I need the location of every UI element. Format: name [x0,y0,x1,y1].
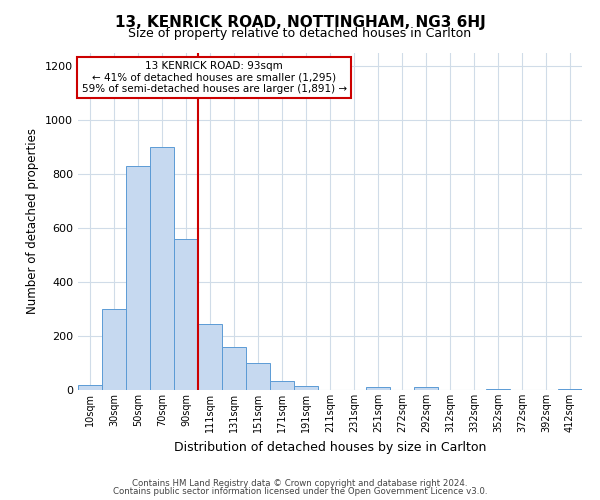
Bar [174,239,198,390]
Bar [198,324,222,390]
Y-axis label: Number of detached properties: Number of detached properties [26,128,40,314]
Text: Contains HM Land Registry data © Crown copyright and database right 2024.: Contains HM Land Registry data © Crown c… [132,478,468,488]
Bar [150,147,174,390]
Bar [366,388,390,390]
Text: Size of property relative to detached houses in Carlton: Size of property relative to detached ho… [128,28,472,40]
Text: Contains public sector information licensed under the Open Government Licence v3: Contains public sector information licen… [113,487,487,496]
X-axis label: Distribution of detached houses by size in Carlton: Distribution of detached houses by size … [174,440,486,454]
Bar [246,363,270,390]
Bar [294,386,318,390]
Bar [486,388,510,390]
Text: 13, KENRICK ROAD, NOTTINGHAM, NG3 6HJ: 13, KENRICK ROAD, NOTTINGHAM, NG3 6HJ [115,15,485,30]
Bar [78,384,102,390]
Bar [126,166,150,390]
Bar [222,347,246,390]
Bar [558,388,582,390]
Bar [414,388,438,390]
Bar [270,380,294,390]
Text: 13 KENRICK ROAD: 93sqm
← 41% of detached houses are smaller (1,295)
59% of semi-: 13 KENRICK ROAD: 93sqm ← 41% of detached… [82,61,347,94]
Bar [102,309,126,390]
